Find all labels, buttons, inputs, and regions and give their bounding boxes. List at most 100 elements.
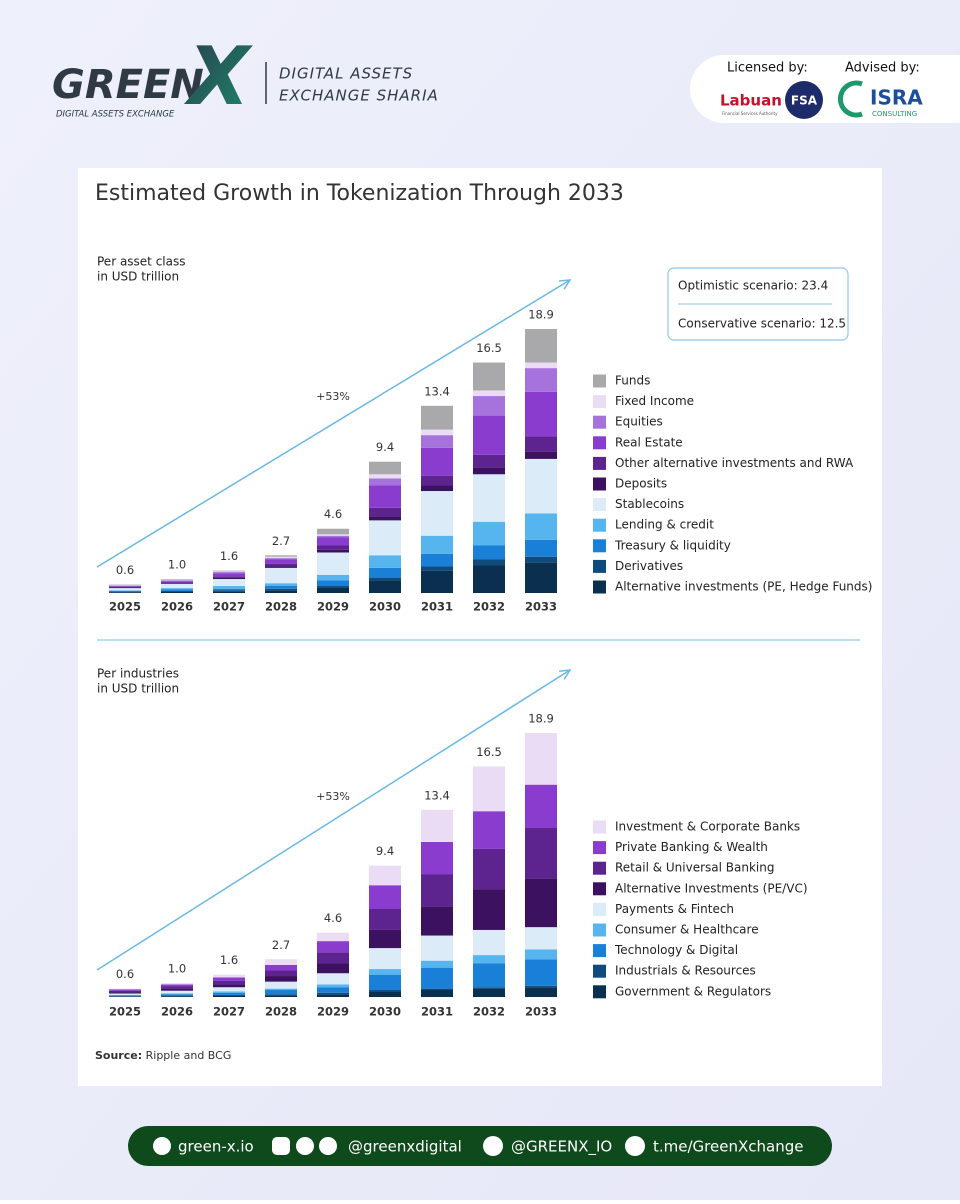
year-label: 2031	[421, 1005, 453, 1019]
bar-segment	[421, 990, 453, 997]
bar-segment	[161, 984, 193, 986]
bar-segment	[161, 580, 193, 581]
legend-label: Alternative investments (PE, Hedge Funds…	[615, 580, 872, 594]
bar-segment	[473, 559, 505, 565]
bar-segment	[525, 452, 557, 459]
source-text: Ripple and BCG	[146, 1049, 232, 1062]
bar-segment	[317, 536, 349, 537]
bar-segment	[213, 571, 245, 572]
bar-segment	[369, 568, 401, 578]
bar-segment	[369, 578, 401, 581]
x-icon	[483, 1136, 503, 1156]
bar-segment	[213, 991, 245, 992]
bar-segment	[109, 992, 141, 993]
bar-segment	[213, 576, 245, 577]
bar-segment	[317, 537, 349, 545]
bar-segment	[213, 984, 245, 987]
bar-segment	[317, 550, 349, 553]
tiktok-icon	[296, 1137, 314, 1155]
total-label: 4.6	[324, 507, 342, 521]
footer-link[interactable]: t.me/GreenXchange	[653, 1138, 803, 1156]
bar-segment	[525, 540, 557, 557]
bar-segment	[161, 996, 193, 997]
bar-segment	[317, 575, 349, 581]
advisor-sub: CONSULTING	[872, 110, 917, 118]
bar-segment	[317, 993, 349, 994]
bar-segment	[421, 491, 453, 536]
bar-segment	[317, 580, 349, 586]
bar-segment	[421, 566, 453, 570]
subtitle: Per asset class	[97, 255, 186, 269]
bar-segment	[525, 986, 557, 987]
bar-segment	[525, 950, 557, 960]
bar-segment	[213, 977, 245, 980]
total-label: 4.6	[324, 911, 342, 925]
bar-segment	[473, 889, 505, 930]
bar-segment	[317, 984, 349, 987]
tagline: EXCHANGE SHARIA	[279, 87, 439, 105]
bar-segment	[473, 987, 505, 988]
bar-segment	[421, 842, 453, 874]
legend-label: Alternative Investments (PE/VC)	[615, 881, 808, 895]
bar-segment	[265, 555, 297, 556]
total-label: 9.4	[376, 440, 394, 454]
bar-segment	[525, 392, 557, 437]
legend-label: Equities	[615, 415, 663, 429]
licensed-label: Licensed by:	[727, 61, 808, 76]
footer-link[interactable]: @GREENX_IO	[511, 1138, 612, 1157]
bar-segment	[421, 476, 453, 486]
bar-segment	[473, 811, 505, 849]
bar-segment	[265, 568, 297, 583]
legend-swatch	[593, 841, 606, 854]
legend-swatch	[593, 539, 606, 552]
annotation: +53%	[316, 390, 350, 403]
bar-segment	[265, 976, 297, 982]
bar-segment	[369, 930, 401, 948]
bar-segment	[473, 455, 505, 468]
youtube-icon	[319, 1137, 337, 1155]
bar-segment	[369, 555, 401, 568]
legend-label: Retail & Universal Banking	[615, 861, 775, 875]
bar-segment	[265, 994, 297, 995]
total-label: 18.9	[528, 712, 554, 726]
year-label: 2033	[525, 1005, 557, 1019]
bar-segment	[213, 995, 245, 996]
bar-segment	[109, 995, 141, 996]
logo-tagline: DIGITAL ASSETS EXCHANGE	[56, 110, 175, 120]
legend-label: Treasury & liquidity	[614, 538, 731, 552]
bar-segment	[265, 590, 297, 593]
legend-label: Lending & credit	[615, 518, 714, 532]
bar-segment	[265, 996, 297, 997]
bar-segment	[109, 989, 141, 990]
legend-swatch	[593, 944, 606, 957]
bar-segment	[473, 467, 505, 474]
bar-segment	[265, 564, 297, 567]
footer-link[interactable]: @greenxdigital	[348, 1138, 462, 1156]
bar-segment	[525, 562, 557, 593]
bar-segment	[109, 989, 141, 990]
bar-segment	[525, 557, 557, 563]
bar-segment	[473, 989, 505, 997]
subtitle: in USD trillion	[97, 270, 179, 284]
bar-segment	[473, 474, 505, 521]
bar-segment	[369, 990, 401, 991]
logo-mark: X	[183, 30, 253, 123]
bar-segment	[265, 959, 297, 965]
bar-segment	[317, 952, 349, 963]
bar-segment	[369, 991, 401, 997]
bar-segment	[213, 578, 245, 579]
bar-segment	[109, 590, 141, 591]
bar-segment	[421, 961, 453, 968]
footer-link[interactable]: green-x.io	[178, 1138, 254, 1156]
bar-segment	[317, 552, 349, 574]
total-label: 2.7	[272, 938, 290, 952]
bar-segment	[317, 534, 349, 535]
legend-swatch	[593, 882, 606, 895]
bar-segment	[317, 529, 349, 535]
licensor-sub: Financial Services Authority	[722, 111, 778, 116]
legend-swatch	[593, 965, 606, 978]
legend-swatch	[593, 821, 606, 834]
bar-segment	[161, 588, 193, 589]
bar-segment	[265, 989, 297, 990]
